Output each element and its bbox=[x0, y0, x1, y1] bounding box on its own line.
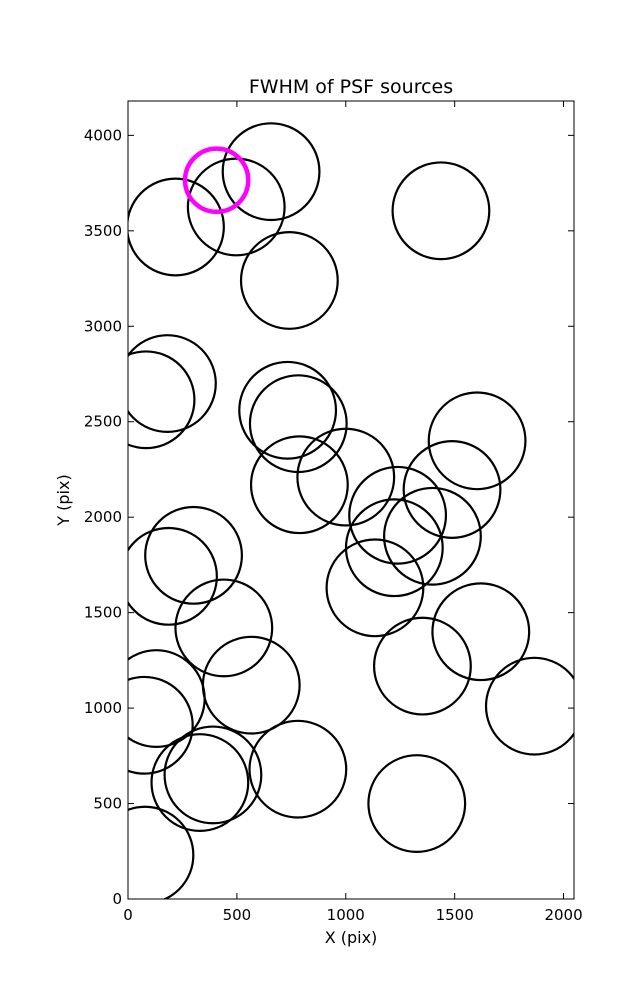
psf-source-circle bbox=[344, 498, 444, 598]
y-tick-label: 2500 bbox=[84, 413, 122, 431]
psf-source-circle bbox=[221, 122, 321, 222]
psf-source-circle bbox=[431, 582, 531, 682]
psf-source-circle bbox=[174, 578, 274, 678]
psf-source-circle bbox=[128, 805, 195, 899]
x-tick-label: 0 bbox=[123, 906, 133, 924]
y-axis: 0 500 1000 1500 2000 2500 3000 3500 4000 bbox=[84, 126, 574, 908]
psf-source-circle bbox=[372, 616, 472, 716]
psf-source-circle bbox=[383, 486, 482, 586]
psf-source-circle bbox=[248, 719, 348, 819]
psf-source-circle bbox=[150, 733, 250, 832]
psf-source-circle bbox=[484, 656, 574, 756]
chart-title: FWHM of PSF sources bbox=[249, 76, 453, 98]
psf-source-circle bbox=[128, 526, 218, 626]
psf-source-circle bbox=[402, 440, 502, 539]
y-tick-label: 4000 bbox=[84, 126, 122, 144]
psf-source-circle bbox=[348, 465, 448, 565]
y-tick-label: 3500 bbox=[84, 222, 122, 240]
x-tick-label: 500 bbox=[223, 906, 252, 924]
x-axis: 0 500 1000 1500 2000 bbox=[123, 101, 583, 924]
psf-source-circle bbox=[163, 725, 263, 825]
psf-source-circle bbox=[128, 177, 225, 277]
psf-source-circle bbox=[128, 649, 206, 748]
psf-source-circle bbox=[239, 231, 339, 330]
highlighted-source-circle bbox=[182, 146, 251, 215]
x-axis-label: X (pix) bbox=[325, 928, 378, 947]
y-axis-label: Y (pix) bbox=[54, 474, 73, 526]
psf-source-circle bbox=[128, 334, 217, 433]
y-tick-label: 3000 bbox=[84, 317, 122, 335]
y-tick-label: 1500 bbox=[84, 604, 122, 622]
psf-source-circle bbox=[249, 435, 349, 535]
psf-source-circle bbox=[427, 391, 527, 491]
psf-source-circle bbox=[128, 675, 194, 775]
psf-source-circle bbox=[367, 754, 467, 853]
x-tick-label: 1000 bbox=[327, 906, 365, 924]
y-tick-label: 2000 bbox=[84, 508, 122, 526]
psf-source-circle bbox=[128, 350, 196, 450]
psf-source-circle bbox=[144, 505, 243, 605]
psf-source-circle bbox=[238, 360, 338, 460]
psf-source-circle bbox=[186, 157, 286, 257]
psf-source-circle bbox=[391, 161, 491, 261]
plot-frame bbox=[127, 100, 575, 900]
psf-source-circle bbox=[296, 427, 396, 527]
plot-marks bbox=[128, 122, 574, 899]
y-tick-label: 1000 bbox=[84, 699, 122, 717]
psf-source-circle bbox=[201, 635, 301, 735]
x-tick-label: 2000 bbox=[544, 906, 582, 924]
psf-source-circle bbox=[325, 538, 425, 638]
y-tick-label: 0 bbox=[112, 890, 122, 908]
y-tick-label: 500 bbox=[93, 795, 122, 813]
x-tick-label: 1500 bbox=[436, 906, 474, 924]
